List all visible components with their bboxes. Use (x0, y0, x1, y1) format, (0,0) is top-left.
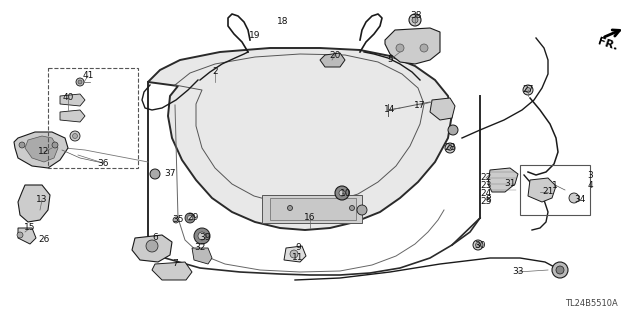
Text: 29: 29 (188, 213, 198, 222)
Text: 15: 15 (24, 224, 36, 233)
Text: 13: 13 (36, 196, 48, 204)
Circle shape (525, 87, 531, 93)
Text: 4: 4 (587, 181, 593, 189)
Text: 17: 17 (414, 100, 426, 109)
Text: 3: 3 (587, 170, 593, 180)
Circle shape (72, 133, 77, 138)
Circle shape (146, 240, 158, 252)
Circle shape (569, 193, 579, 203)
Polygon shape (320, 53, 345, 67)
Text: 11: 11 (292, 253, 304, 262)
Circle shape (52, 142, 58, 148)
Polygon shape (14, 132, 68, 168)
Text: 32: 32 (195, 243, 205, 253)
Text: 10: 10 (340, 189, 352, 197)
Text: FR.: FR. (596, 36, 619, 52)
Text: 24: 24 (481, 189, 492, 198)
Text: 35: 35 (172, 216, 184, 225)
Circle shape (523, 85, 533, 95)
Circle shape (290, 250, 298, 258)
Text: 20: 20 (330, 50, 340, 60)
Text: 8: 8 (485, 196, 491, 204)
Circle shape (339, 190, 345, 196)
Circle shape (445, 143, 455, 153)
Circle shape (412, 17, 418, 23)
Text: 33: 33 (512, 268, 524, 277)
Text: 22: 22 (481, 174, 492, 182)
Polygon shape (132, 235, 172, 262)
Circle shape (357, 205, 367, 215)
Circle shape (19, 142, 25, 148)
Text: 25: 25 (480, 197, 492, 206)
Polygon shape (430, 98, 455, 120)
Text: 37: 37 (164, 169, 176, 179)
Circle shape (78, 80, 82, 84)
Text: 28: 28 (444, 144, 456, 152)
Text: 23: 23 (480, 182, 492, 190)
Polygon shape (18, 228, 36, 244)
Polygon shape (488, 168, 518, 192)
Text: 1: 1 (552, 181, 558, 189)
Text: 12: 12 (38, 147, 50, 157)
Circle shape (409, 14, 421, 26)
Bar (262, 195, 362, 223)
Circle shape (185, 213, 195, 223)
Circle shape (448, 125, 458, 135)
Text: 7: 7 (172, 259, 178, 269)
Polygon shape (25, 136, 58, 162)
Text: 40: 40 (62, 93, 74, 102)
Circle shape (287, 205, 292, 211)
Polygon shape (152, 262, 192, 280)
Text: 34: 34 (574, 196, 586, 204)
Text: 21: 21 (542, 188, 554, 197)
Text: 41: 41 (83, 71, 93, 80)
Circle shape (556, 266, 564, 274)
Circle shape (198, 232, 206, 240)
Text: 36: 36 (97, 159, 109, 167)
Text: 6: 6 (152, 234, 158, 242)
Circle shape (447, 145, 452, 151)
Circle shape (188, 216, 193, 220)
Circle shape (473, 240, 483, 250)
Text: 19: 19 (249, 31, 260, 40)
Text: 26: 26 (38, 235, 50, 244)
Circle shape (76, 78, 84, 86)
Circle shape (150, 169, 160, 179)
Circle shape (476, 242, 481, 248)
Polygon shape (60, 94, 85, 106)
Bar (48, 68, 138, 168)
Text: 27: 27 (522, 85, 534, 94)
Circle shape (420, 44, 428, 52)
Text: TL24B5510A: TL24B5510A (565, 299, 618, 308)
Polygon shape (192, 248, 212, 264)
Text: 9: 9 (295, 243, 301, 253)
Polygon shape (18, 185, 50, 222)
Text: 2: 2 (212, 68, 218, 77)
Polygon shape (528, 178, 556, 202)
Polygon shape (148, 48, 452, 230)
Text: 31: 31 (504, 179, 516, 188)
Circle shape (335, 186, 349, 200)
Circle shape (349, 205, 355, 211)
Circle shape (17, 232, 23, 238)
Text: 5: 5 (387, 56, 393, 64)
Text: 18: 18 (277, 18, 289, 26)
Text: 39: 39 (199, 234, 211, 242)
Text: 16: 16 (304, 213, 316, 222)
Circle shape (194, 228, 210, 244)
Text: 30: 30 (474, 241, 486, 249)
Text: 38: 38 (410, 11, 422, 20)
Text: 14: 14 (384, 106, 396, 115)
Circle shape (396, 44, 404, 52)
Polygon shape (60, 110, 85, 122)
Circle shape (70, 131, 80, 141)
Circle shape (552, 262, 568, 278)
Polygon shape (385, 28, 440, 64)
Polygon shape (284, 246, 306, 262)
Circle shape (173, 217, 179, 223)
Bar (270, 198, 356, 220)
